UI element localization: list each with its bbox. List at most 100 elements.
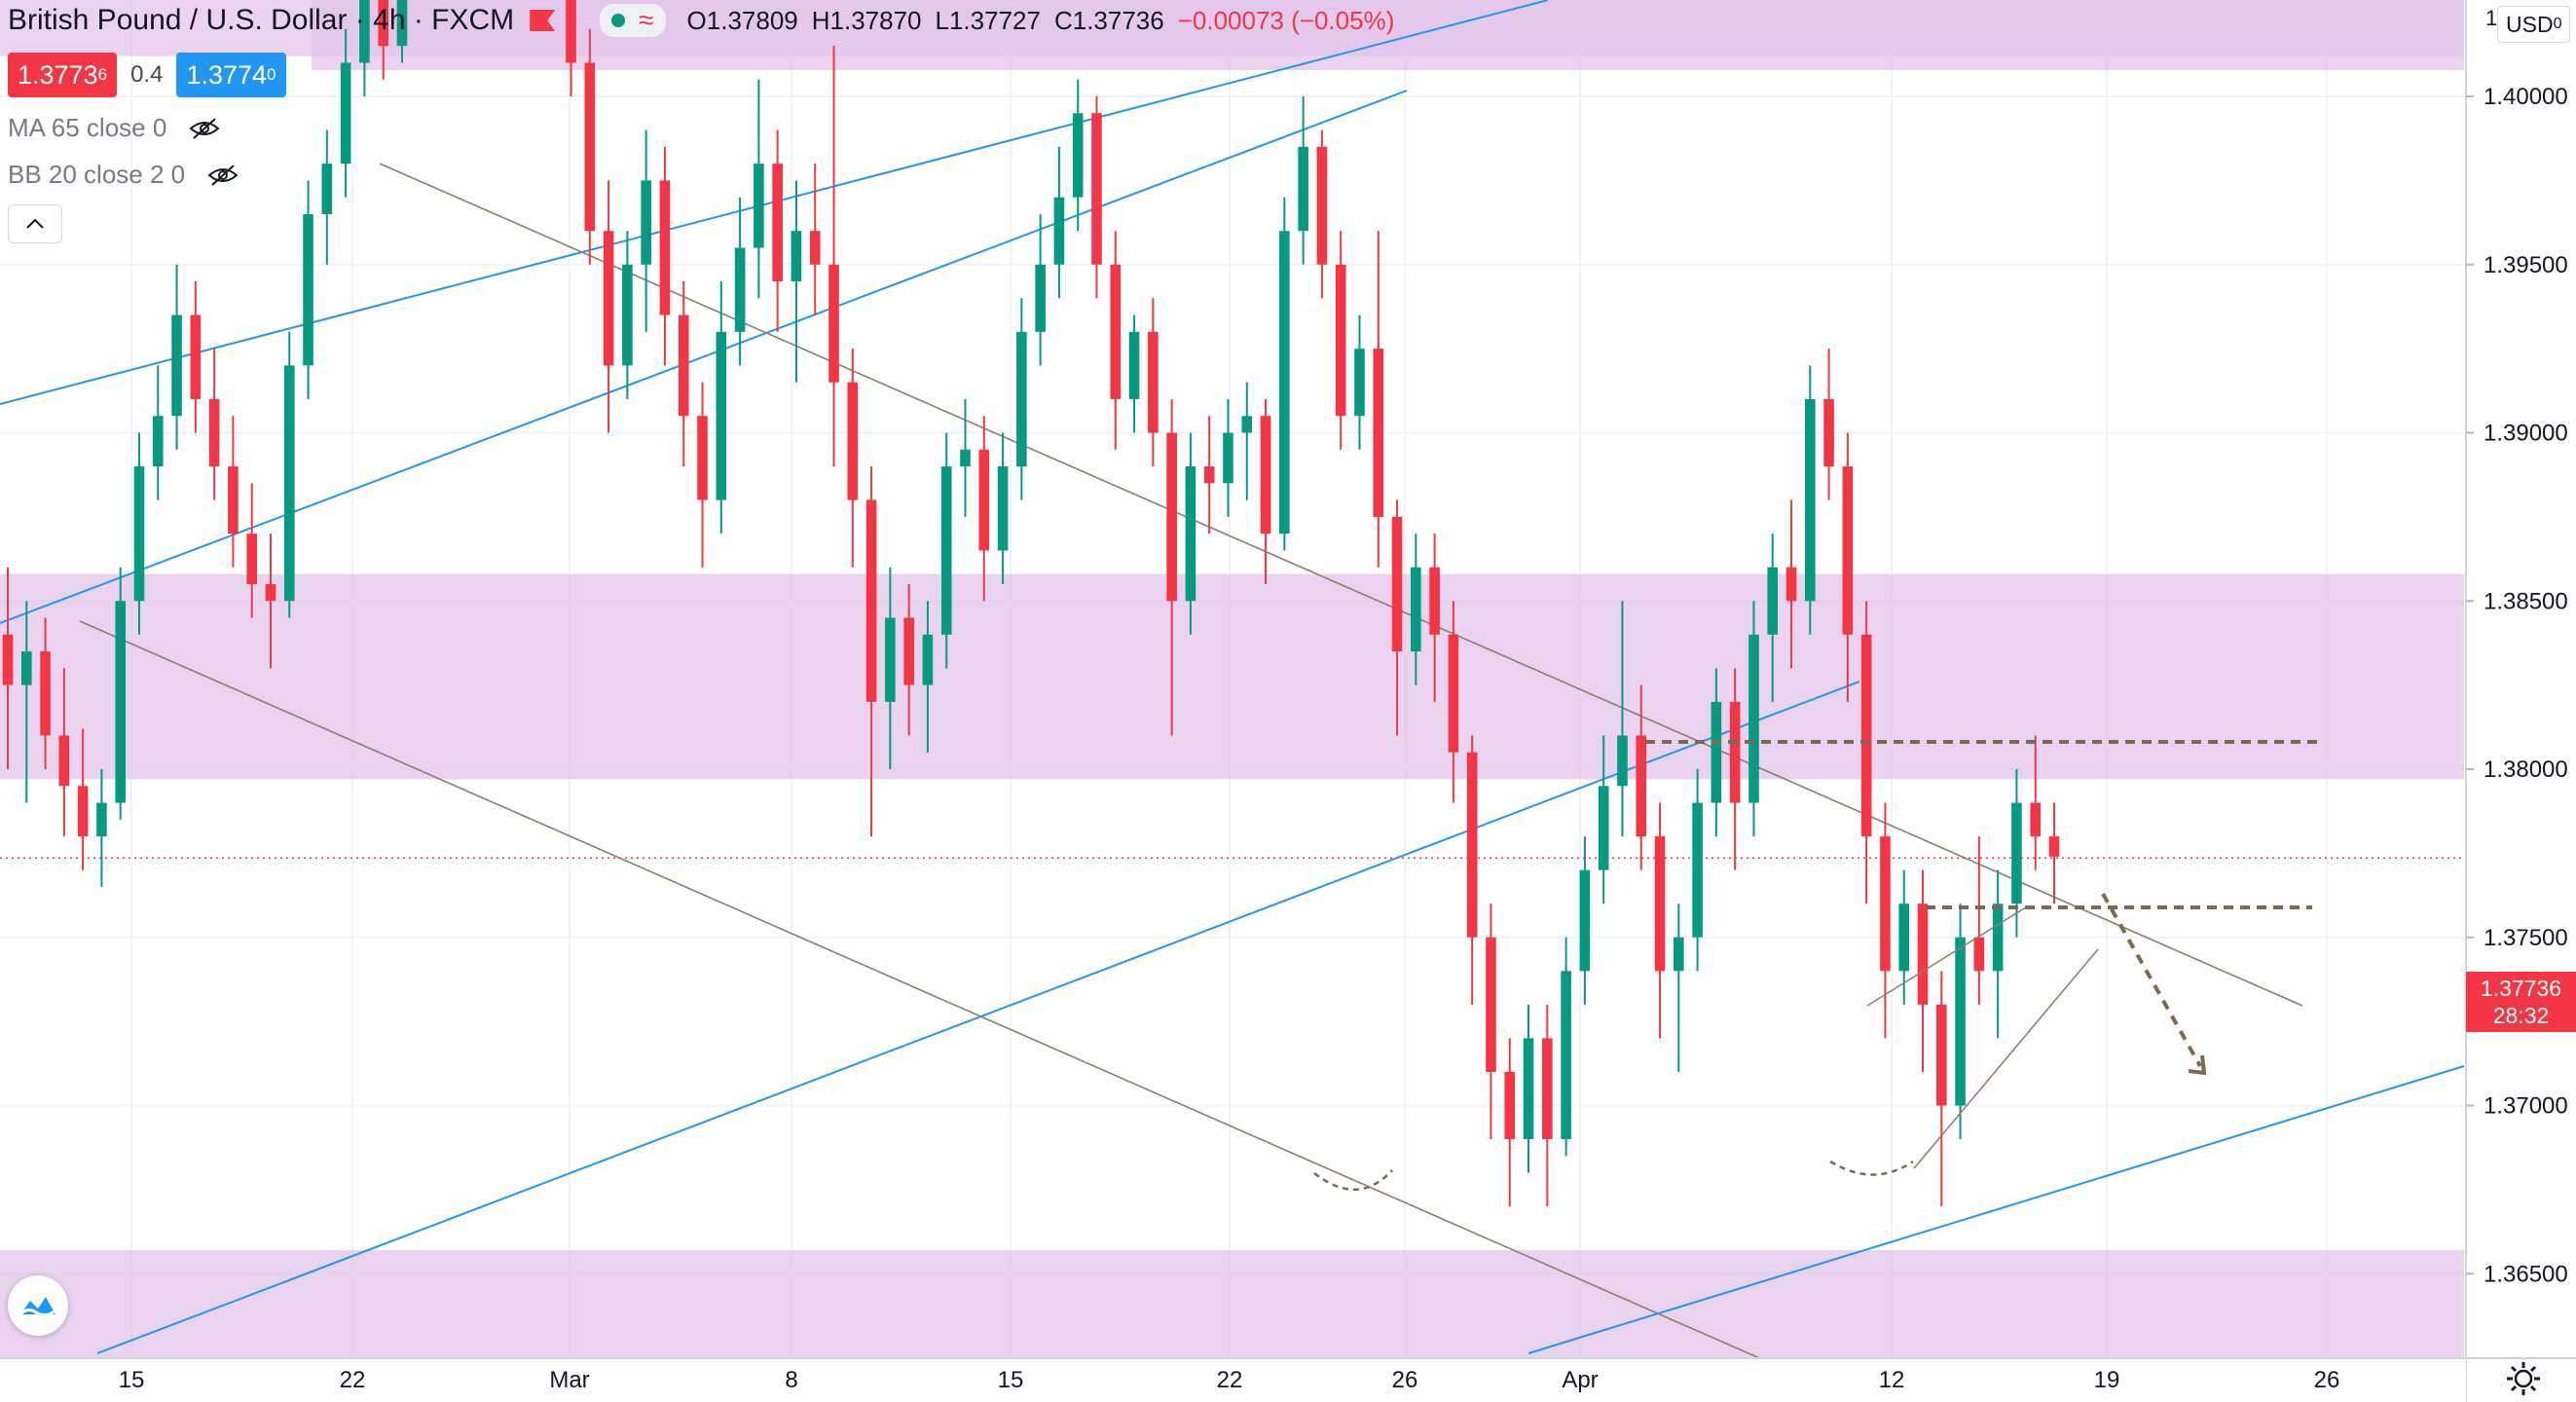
candle: [1823, 349, 1834, 500]
candle: [603, 180, 614, 433]
buy-price-pip: 0: [267, 65, 276, 84]
candle: [1223, 398, 1233, 517]
tradingview-logo[interactable]: [8, 1275, 68, 1336]
gear-icon[interactable]: [2504, 1359, 2543, 1398]
candle-body: [1992, 904, 2004, 972]
candle: [922, 601, 934, 753]
chevron-up-icon: [26, 218, 44, 229]
candle: [133, 432, 145, 635]
candle: [1260, 398, 1271, 584]
candle-body: [1128, 331, 1140, 399]
candle: [1692, 769, 1703, 972]
candle: [1316, 129, 1328, 299]
candle: [791, 180, 802, 383]
candle-body: [1016, 331, 1027, 467]
candle: [1166, 398, 1177, 736]
price-tick-label: 1.40000: [2484, 84, 2568, 110]
tradingview-logo-icon: [18, 1297, 56, 1317]
candle-body: [1316, 146, 1328, 265]
eye-off-icon[interactable]: [206, 164, 239, 187]
candle: [321, 129, 333, 265]
market-status-pill[interactable]: ≈: [600, 4, 666, 37]
bar-countdown: 28:32: [2492, 1003, 2550, 1028]
symbol-title[interactable]: British Pound / U.S. Dollar · 4h · FXCM: [8, 4, 515, 36]
bottom-arc-1: [1313, 1169, 1393, 1191]
candle-body: [396, 0, 408, 47]
candle: [115, 567, 127, 820]
indicator-ma[interactable]: MA 65 close 0: [8, 113, 221, 143]
candle: [228, 416, 239, 568]
time-tick-label: 26: [2314, 1367, 2340, 1393]
candle-body: [1898, 904, 1910, 972]
bid-ask-row: 1.3773 6 0.4 1.3774 0: [8, 53, 286, 97]
candle: [152, 365, 164, 500]
price-tick-label: 1.38000: [2484, 756, 2568, 783]
candle: [847, 349, 859, 568]
candle: [1542, 1004, 1553, 1207]
candle: [77, 728, 89, 870]
candle: [1091, 96, 1102, 299]
candle: [1598, 735, 1609, 904]
ohlc-open: O1.37809: [686, 5, 798, 35]
candle: [96, 769, 107, 887]
price-scale: 1.430001.425001.420001.415001.410001.405…: [2465, 0, 2576, 1402]
candle: [359, 0, 370, 96]
candle: [1654, 802, 1666, 1039]
indicator-bb[interactable]: BB 20 close 2 0: [8, 160, 239, 190]
candle-body: [208, 398, 220, 467]
candle-body: [1880, 836, 1891, 972]
ohlc-high: H1.37870: [811, 5, 922, 35]
sell-price-button[interactable]: 1.3773 6: [8, 53, 118, 97]
buy-price-button[interactable]: 1.3774 0: [176, 53, 286, 97]
candle: [2048, 802, 2060, 904]
candle: [1785, 499, 1797, 669]
symbol-legend: British Pound / U.S. Dollar · 4h · FXCM …: [8, 4, 1394, 37]
wedge-upper-line: [1866, 904, 2030, 1007]
candle-body: [847, 382, 859, 500]
candle-body: [641, 180, 651, 265]
indicator-ma-label: MA 65 close 0: [8, 113, 167, 142]
candle: [622, 231, 633, 399]
candle-body: [283, 365, 295, 602]
candle: [171, 264, 182, 450]
candle-body: [659, 180, 671, 315]
candle-body: [978, 449, 990, 551]
candle-body: [1935, 1004, 1947, 1106]
candle: [190, 281, 202, 433]
channel-line-1: [0, 90, 1408, 624]
collapse-legend-button[interactable]: [8, 204, 62, 243]
candle: [997, 432, 1009, 584]
candle-body: [1748, 634, 1759, 803]
flag-icon[interactable]: [530, 10, 556, 31]
candle-body: [1729, 701, 1741, 803]
candle-body: [1279, 231, 1290, 535]
time-scale-bg: [0, 1358, 2466, 1402]
projection-arrowhead: [2188, 1054, 2207, 1076]
eye-off-icon[interactable]: [188, 117, 221, 140]
time-tick-label: Apr: [1562, 1367, 1598, 1393]
candle-body: [828, 264, 839, 383]
candle-body: [152, 416, 164, 467]
candle: [1429, 534, 1440, 702]
candle-body: [1579, 869, 1591, 972]
candle: [1016, 298, 1027, 500]
candle-body: [1110, 264, 1122, 399]
candle: [1992, 869, 2004, 1039]
candle-body: [1335, 264, 1346, 417]
channel-line-2: [96, 681, 1860, 1354]
candle-body: [865, 499, 877, 702]
time-tick-label: 22: [340, 1367, 366, 1393]
currency-button[interactable]: USD 0: [2497, 6, 2571, 43]
candle-body: [1692, 802, 1703, 938]
candlestick-series: [2, 0, 2060, 1207]
candle: [1729, 668, 1741, 870]
wedge-lower-line: [1913, 948, 2099, 1169]
candle-body: [246, 534, 258, 584]
indicator-bb-label: BB 20 close 2 0: [8, 160, 186, 189]
projection-arrow-line: [2101, 893, 2202, 1067]
candle-body: [1241, 416, 1253, 433]
candle-body: [1711, 701, 1722, 803]
candle: [828, 46, 839, 467]
candle: [1185, 432, 1196, 635]
